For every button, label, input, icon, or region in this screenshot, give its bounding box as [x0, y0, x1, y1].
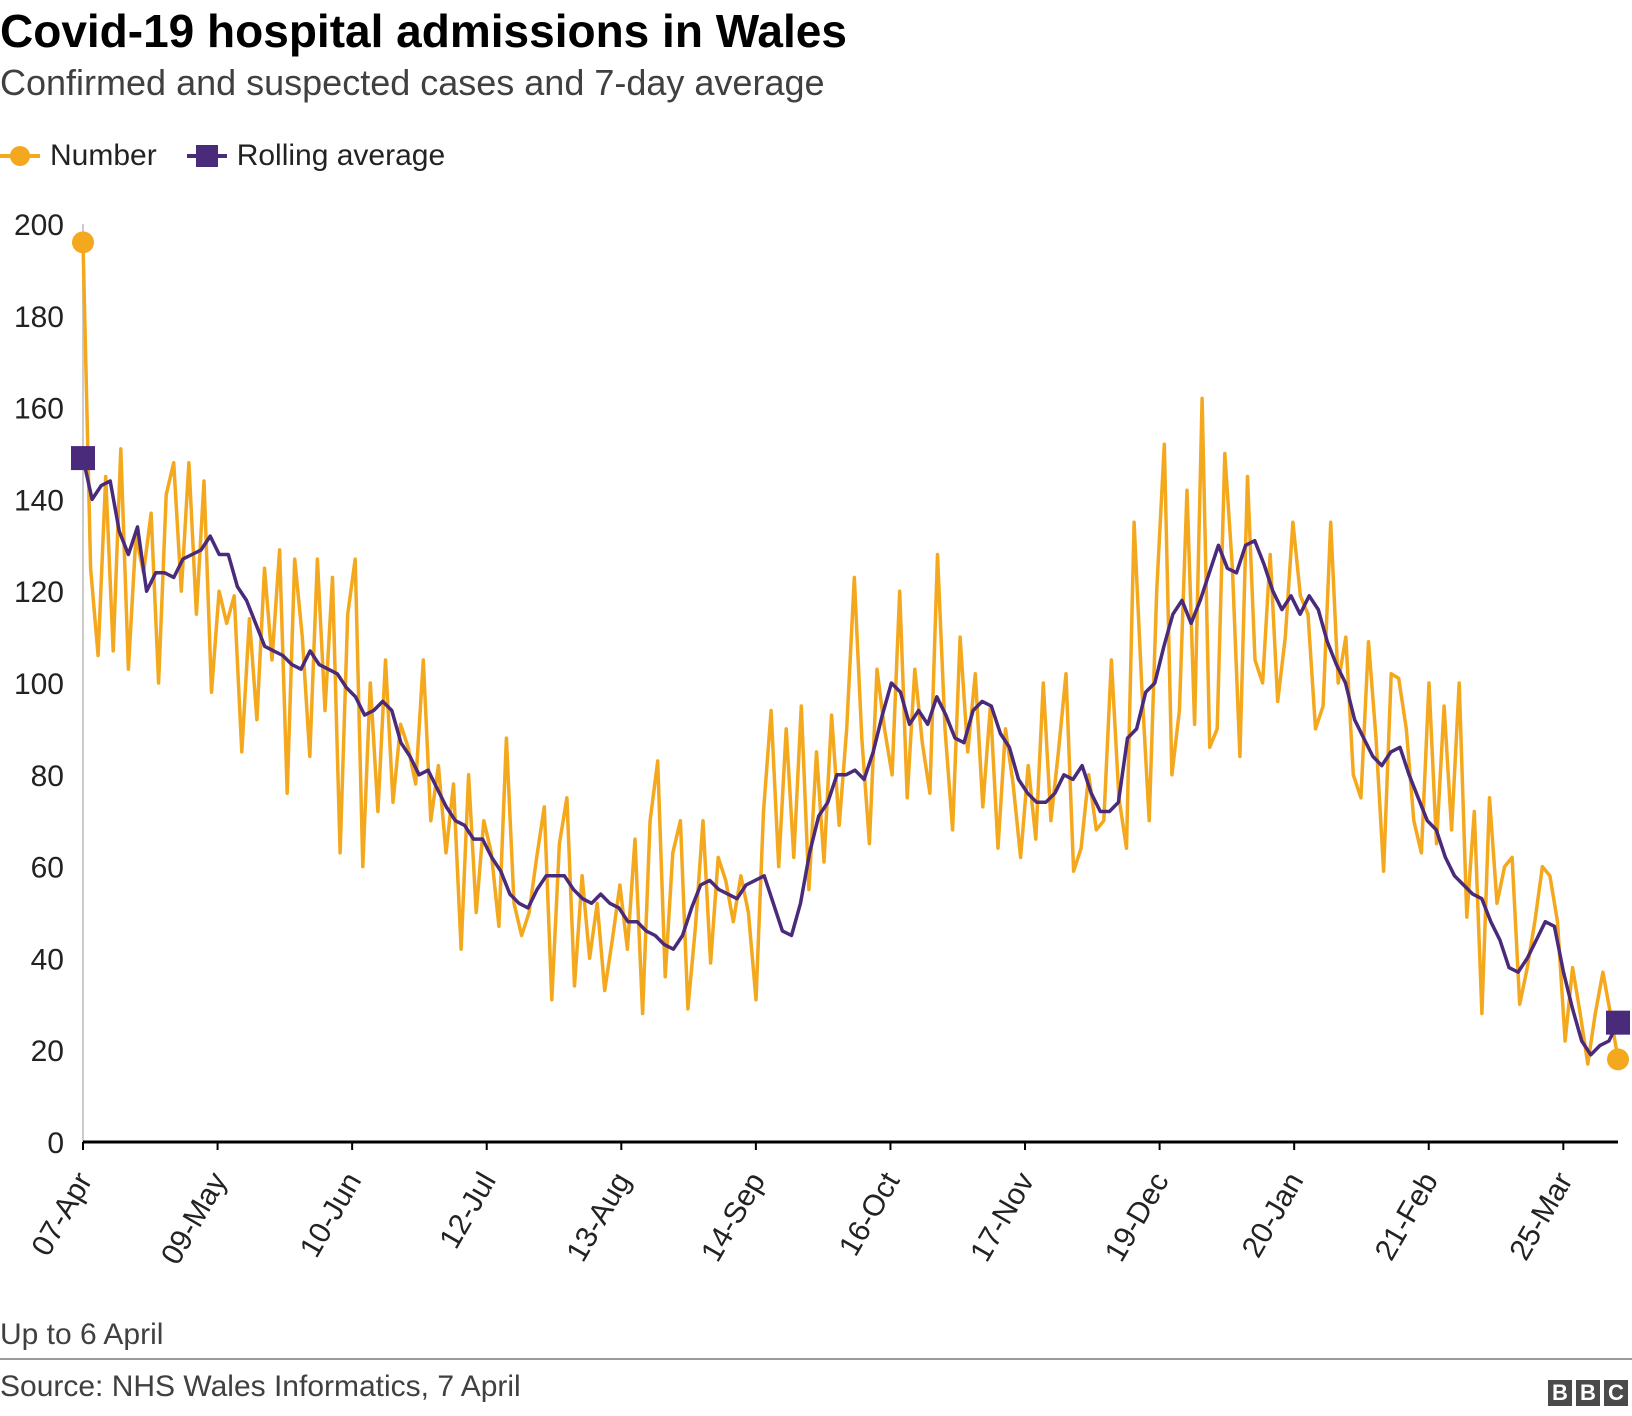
- x-tick-label-19-Dec: 19-Dec: [1099, 1167, 1176, 1267]
- y-tick-label-60: 60: [31, 852, 64, 885]
- legend-item-rolling-average: Rolling average: [186, 139, 446, 173]
- x-tick-label-20-Jan: 20-Jan: [1236, 1167, 1310, 1263]
- number-end-point: [1607, 1048, 1629, 1071]
- y-tick-label-20: 20: [31, 1035, 64, 1068]
- x-tick-label-10-Jun: 10-Jun: [294, 1167, 368, 1263]
- footnote: Up to 6 April: [0, 1318, 164, 1351]
- x-tick-label-21-Feb: 21-Feb: [1369, 1167, 1445, 1266]
- bbc-logo: B B C: [1548, 1380, 1628, 1406]
- legend-item-number: Number: [0, 139, 157, 173]
- x-tick-label-13-Aug: 13-Aug: [560, 1167, 637, 1267]
- average-end-point: [1606, 1010, 1630, 1035]
- y-tick-label-200: 200: [14, 209, 64, 242]
- chart-title: Covid-19 hospital admissions in Wales: [0, 5, 847, 57]
- x-tick-label-16-Oct: 16-Oct: [833, 1166, 907, 1261]
- number-start-point: [72, 231, 94, 254]
- average-start-point: [71, 446, 95, 471]
- y-tick-label-80: 80: [31, 760, 64, 793]
- x-tick-label-12-Jul: 12-Jul: [433, 1167, 502, 1254]
- x-tick-label-25-Mar: 25-Mar: [1503, 1167, 1579, 1266]
- y-tick-label-100: 100: [14, 668, 64, 701]
- y-tick-label-0: 0: [47, 1127, 64, 1160]
- y-tick-label-180: 180: [14, 301, 64, 334]
- x-tick-label-09-May: 09-May: [155, 1167, 234, 1270]
- series-line-number: [81, 242, 1620, 1066]
- legend-average-marker-icon: [186, 145, 227, 167]
- x-tick-label-17-Nov: 17-Nov: [964, 1167, 1041, 1267]
- series-line-rolling-average: [81, 457, 1620, 1057]
- line-chart: 0 20 40 60 80 100 120 140 160 180 200 07-Apr 09-May 1…: [14, 209, 1630, 1270]
- y-tick-label-140: 140: [14, 484, 64, 517]
- x-tick-label-07-Apr: 07-Apr: [25, 1167, 99, 1261]
- legend: Number Rolling average: [0, 136, 475, 176]
- y-tick-label-40: 40: [31, 943, 64, 976]
- x-tick-label-14-Sep: 14-Sep: [695, 1167, 772, 1267]
- chart-subtitle: Confirmed and suspected cases and 7-day …: [0, 62, 825, 103]
- bbc-logo-letter-c: C: [1604, 1380, 1628, 1406]
- y-tick-label-120: 120: [14, 576, 64, 609]
- bbc-logo-letter-b2: B: [1576, 1380, 1600, 1406]
- legend-label-rolling-average: Rolling average: [236, 139, 446, 172]
- footer-divider: [0, 1358, 1632, 1360]
- y-tick-label-160: 160: [14, 393, 64, 426]
- legend-label-number: Number: [50, 139, 157, 172]
- bbc-logo-letter-b1: B: [1548, 1380, 1572, 1406]
- legend-number-marker-icon: [0, 146, 40, 166]
- source-text: Source: NHS Wales Informatics, 7 April: [0, 1370, 521, 1403]
